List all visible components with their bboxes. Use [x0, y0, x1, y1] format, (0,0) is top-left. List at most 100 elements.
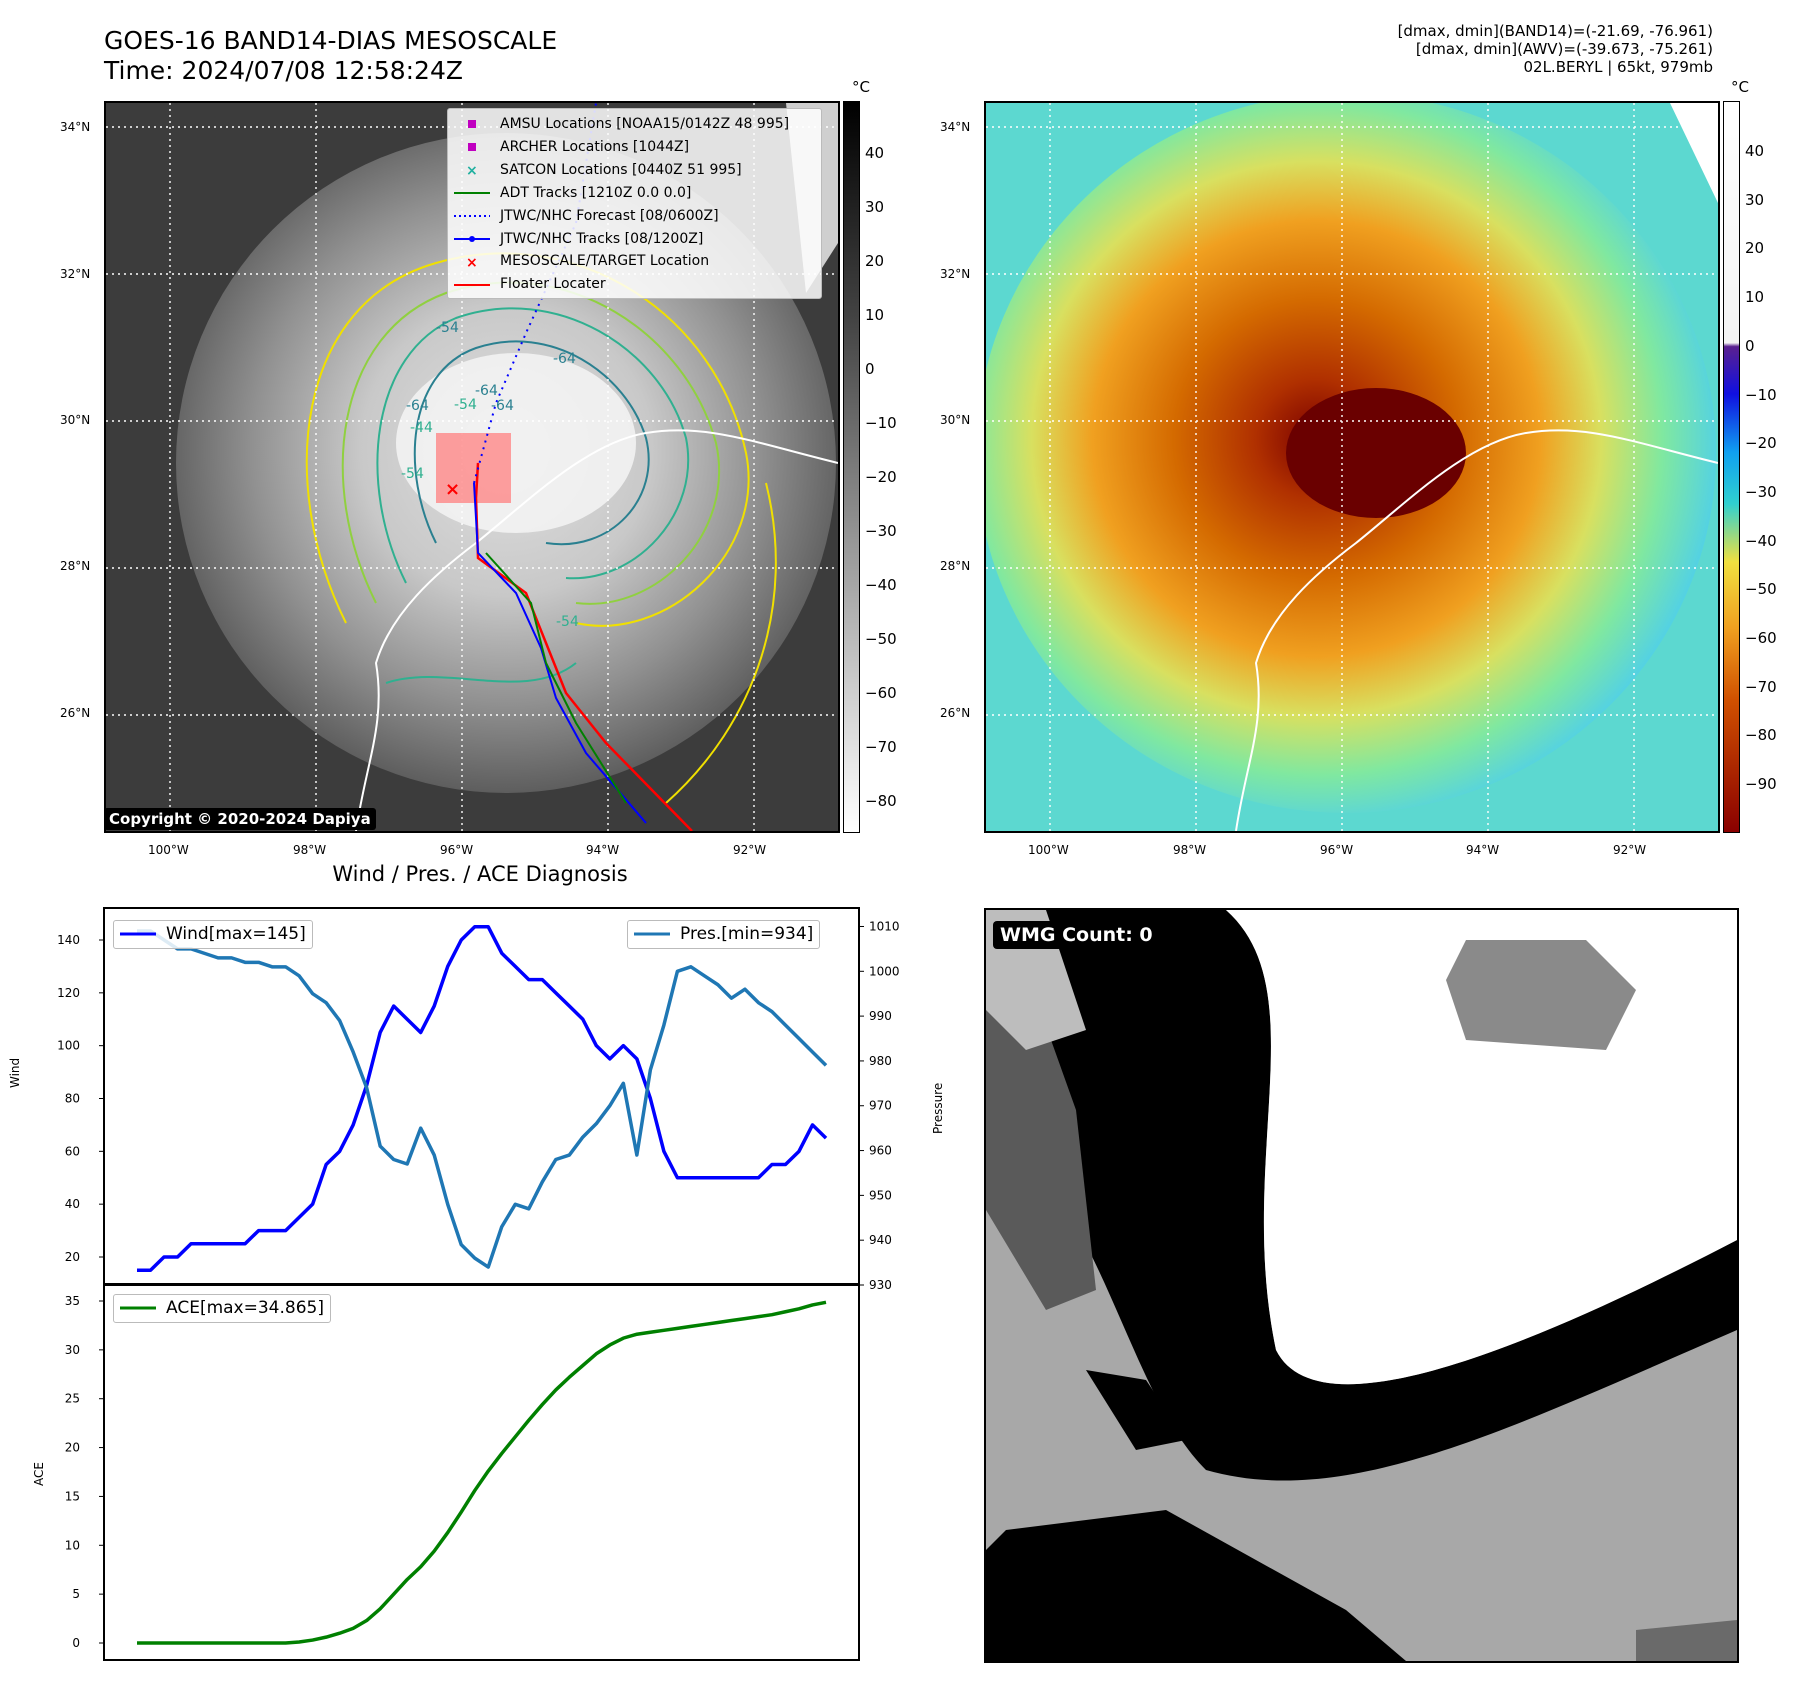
legend-label: ADT Tracks [1210Z 0.0 0.0] — [500, 184, 692, 201]
wind-ytick-label: 100 — [57, 1039, 80, 1053]
legend-item-forecast: JTWC/NHC Forecast [08/0600Z] — [454, 205, 815, 228]
wmg-black-lower — [986, 1510, 1406, 1661]
contour-label: -54 — [436, 320, 459, 336]
left-cbar-tick-label: −50 — [865, 630, 897, 648]
legend-item-tracks: JTWC/NHC Tracks [08/1200Z] — [454, 228, 815, 251]
right-cbar-unit: °C — [1731, 78, 1749, 96]
ace-ytick-label: 35 — [65, 1294, 80, 1308]
left-cbar-tick-label: −80 — [865, 792, 897, 810]
wind-ytick-label: 80 — [65, 1092, 80, 1106]
left-cbar-tick-label: −60 — [865, 684, 897, 702]
right-cbar-tick-label: 30 — [1745, 190, 1765, 209]
awv-data-gap — [1670, 103, 1718, 203]
map-legend: AMSU Locations [NOAA15/0142Z 48 995] ARC… — [447, 108, 822, 300]
pres-ytick-label: 940 — [869, 1233, 892, 1247]
right-cbar-tick-label: −30 — [1745, 482, 1777, 501]
ace-legend-label: ACE[max=34.865] — [166, 1298, 324, 1318]
left-cbar-tick-label: −30 — [865, 522, 897, 540]
lon-label: 96°W — [1320, 843, 1354, 857]
wind-series-line — [137, 925, 828, 1272]
contour-east-band — [665, 482, 777, 804]
contour-label: -54 — [556, 614, 579, 630]
ace-axis-label: ACE — [32, 1462, 46, 1486]
wind-legend: Wind[max=145] — [113, 920, 313, 949]
wind-line-icon — [120, 924, 156, 944]
legend-label: MESOSCALE/TARGET Location — [500, 253, 710, 270]
pressure-line-icon — [634, 924, 670, 944]
wmg-gray-patch — [1446, 940, 1636, 1050]
contours — [305, 252, 777, 804]
contour-label: -44 — [410, 420, 433, 436]
forecast-dotted-icon — [454, 206, 490, 226]
target-x-icon: × — [454, 252, 490, 272]
ace-ytick-label: 20 — [65, 1441, 80, 1455]
lat-label: 30°N — [940, 413, 971, 427]
wind-ytick-label: 140 — [57, 933, 80, 947]
pressure-legend: Pres.[min=934] — [627, 920, 821, 949]
contour-4 — [413, 340, 650, 546]
awv-core — [1286, 388, 1466, 518]
pres-ytick-label: 950 — [869, 1188, 892, 1202]
wmg-count-badge: WMG Count: 0 — [993, 921, 1160, 949]
right-cbar-tick-label: −40 — [1745, 531, 1777, 550]
archer-marker-icon — [454, 137, 490, 157]
right-cbar-tick-label: 20 — [1745, 239, 1765, 258]
title-line-2: Time: 2024/07/08 12:58:24Z — [104, 56, 463, 85]
pres-ytick-label: 980 — [869, 1054, 892, 1068]
legend-label: Floater Locater — [500, 276, 606, 293]
left-cbar-tick-label: 40 — [865, 144, 885, 162]
ace-chart: 0 5 10 15 20 25 30 35 — [65, 1283, 860, 1661]
lon-label: 92°W — [733, 843, 767, 857]
lat-label: 32°N — [60, 267, 91, 281]
lat-label: 26°N — [940, 706, 971, 720]
wmg-panel — [984, 908, 1739, 1663]
wind-ytick-label: 60 — [65, 1144, 80, 1158]
legend-label: AMSU Locations [NOAA15/0142Z 48 995] — [500, 116, 790, 132]
right-colorbar — [1723, 101, 1740, 833]
wmg-black-band — [986, 910, 1737, 1481]
pres-ytick-label: 960 — [869, 1144, 892, 1158]
left-cbar-tick-label: −10 — [865, 414, 897, 432]
legend-item-target: × MESOSCALE/TARGET Location — [454, 250, 815, 273]
left-cbar-tick-label: 0 — [865, 360, 875, 378]
storm-info: [dmax, dmin](BAND14)=(-21.69, -76.961) [d… — [1398, 22, 1713, 76]
jtwc-track — [473, 482, 647, 824]
right-cbar-tick-label: 10 — [1745, 288, 1765, 307]
contour-label: -54 — [454, 397, 477, 413]
legend-item-adt: ADT Tracks [1210Z 0.0 0.0] — [454, 182, 815, 205]
right-cbar-tick-label: −80 — [1745, 726, 1777, 745]
right-cbar-tick-label: −50 — [1745, 580, 1777, 599]
right-cbar-tick-label: −90 — [1745, 775, 1777, 794]
legend-item-archer: ARCHER Locations [1044Z] — [454, 136, 815, 159]
ace-ytick-label: 0 — [72, 1636, 80, 1650]
lon-label: 98°W — [293, 843, 327, 857]
ace-ytick-label: 10 — [65, 1538, 80, 1552]
lon-label: 94°W — [1466, 843, 1500, 857]
copyright-badge: Copyright © 2020-2024 Dapiya — [104, 808, 376, 830]
wind-plot-frame — [103, 907, 860, 1286]
lon-label: 94°W — [586, 843, 620, 857]
wmg-svg — [986, 910, 1737, 1661]
ace-ytick-label: 25 — [65, 1392, 80, 1406]
left-cbar-unit: °C — [852, 78, 870, 96]
wmg-dark-corner — [1636, 1620, 1737, 1661]
left-cbar-tick-label: −70 — [865, 738, 897, 756]
pres-ytick-label: 990 — [869, 1009, 892, 1023]
awv-gridlines — [986, 103, 1718, 831]
lat-label: 28°N — [940, 559, 971, 573]
contour-label: -64 — [406, 398, 429, 414]
wind-ytick-label: 120 — [57, 986, 80, 1000]
lon-label: 100°W — [148, 843, 189, 857]
right-cbar-tick-label: −60 — [1745, 629, 1777, 647]
info-line-1: [dmax, dmin](BAND14)=(-21.69, -76.961) — [1397, 22, 1713, 40]
pressure-legend-label: Pres.[min=934] — [680, 924, 814, 944]
left-colorbar — [843, 101, 860, 833]
wmg-dark-strip — [986, 970, 1096, 1310]
contour-label: -64 — [475, 383, 498, 399]
wind-ytick-label: 20 — [65, 1250, 80, 1264]
awv-map — [984, 101, 1720, 833]
legend-label: JTWC/NHC Tracks [08/1200Z] — [500, 230, 704, 247]
legend-label: SATCON Locations [0440Z 51 995] — [500, 161, 742, 178]
contour-label: -54 — [401, 466, 424, 482]
lon-label: 100°W — [1028, 843, 1069, 857]
